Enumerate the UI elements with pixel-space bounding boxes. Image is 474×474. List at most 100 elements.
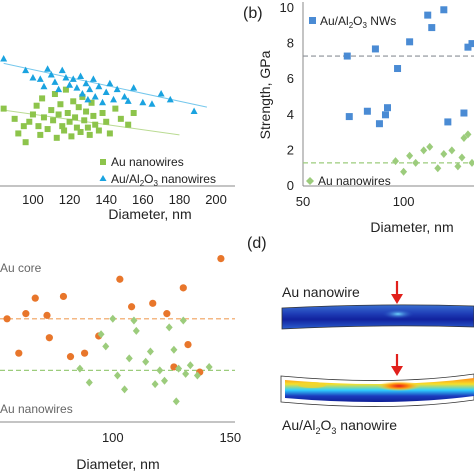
point-b-s0-4 <box>375 120 383 128</box>
point-a-s1-27 <box>121 92 129 100</box>
point-a-s0-7 <box>33 102 40 109</box>
point-b-s1-11 <box>460 133 468 142</box>
point-c-s0-4 <box>43 311 51 319</box>
point-a-s1-7 <box>51 78 59 85</box>
point-c-s1-0 <box>76 364 84 373</box>
point-c-s1-19 <box>179 316 187 325</box>
panel-c-ticks: 100 150 <box>102 430 241 445</box>
point-b-s0-14 <box>464 43 472 51</box>
point-b-s0-2 <box>363 107 371 115</box>
panel-b: (b) 50 100 0 2 4 6 8 10 Strength, GPa Diameter,… <box>243 0 474 235</box>
panel-a: 100 120 140 160 180 200 Diameter, nm Au nanow… <box>0 54 235 222</box>
point-b-s1-12 <box>464 130 472 139</box>
point-a-s0-6 <box>29 111 36 118</box>
point-c-s0-1 <box>15 349 23 357</box>
point-c-s1-3 <box>102 342 110 351</box>
point-a-s0-34 <box>86 131 93 138</box>
point-b-s1-2 <box>406 151 414 160</box>
point-c-s1-14 <box>161 376 168 385</box>
nanowire-aual2o3-simulation <box>280 373 474 407</box>
point-c-s0-6 <box>59 292 68 301</box>
point-a-s0-29 <box>77 128 84 135</box>
point-a-s0-45 <box>130 110 137 116</box>
panel-b-reference-lines <box>303 55 474 164</box>
point-c-s1-8 <box>130 316 138 325</box>
point-a-s0-42 <box>112 105 119 112</box>
point-b-s1-9 <box>454 162 462 171</box>
point-c-s1-13 <box>156 366 164 375</box>
panel-c-reference-lines <box>0 318 235 371</box>
point-a-s0-37 <box>92 121 99 128</box>
point-b-s0-6 <box>383 104 391 112</box>
point-a-s0-41 <box>106 130 113 137</box>
panel-c-points <box>3 255 225 406</box>
point-c-s1-23 <box>205 362 213 371</box>
panel-b-x-tick-50: 50 <box>296 194 310 209</box>
point-a-s0-2 <box>15 130 22 137</box>
panel-a-points <box>0 54 198 146</box>
point-a-s1-32 <box>157 90 165 97</box>
point-a-s0-44 <box>125 121 132 128</box>
point-a-s0-39 <box>99 110 106 116</box>
point-a-s1-26 <box>113 85 121 93</box>
legend-aual-label: Au/Al2O3 nanowires <box>111 172 216 188</box>
point-c-s1-10 <box>142 357 150 366</box>
legend-nws-label: Au/Al2O3 NWs <box>320 14 396 30</box>
legend-au-diamond <box>306 177 314 185</box>
point-a-s1-15 <box>78 90 86 97</box>
panel-b-legend: Au/Al2O3 NWs Au nanowires <box>306 14 396 188</box>
point-a-s1-25 <box>110 95 118 103</box>
point-a-s0-9 <box>37 131 44 138</box>
point-a-s0-31 <box>81 117 88 124</box>
point-a-s0-15 <box>51 91 58 98</box>
point-c-s1-11 <box>146 347 154 356</box>
panel-a-x-ticks: 100 120 140 160 180 200 <box>22 192 227 207</box>
point-b-s1-13 <box>468 158 474 167</box>
legend-au-label: Au nanowires <box>111 155 184 169</box>
point-a-s1-30 <box>139 98 147 106</box>
point-b-s1-8 <box>448 146 456 155</box>
point-b-s0-11 <box>440 6 448 14</box>
point-a-s0-8 <box>35 123 42 130</box>
point-c-s1-4 <box>109 314 117 323</box>
point-a-s1-34 <box>190 107 198 115</box>
point-b-s0-15 <box>468 40 474 48</box>
point-c-s0-15 <box>179 284 187 292</box>
point-c-s0-18 <box>217 255 225 263</box>
point-a-s0-30 <box>79 93 86 100</box>
point-a-s0-26 <box>72 114 79 121</box>
point-c-s1-20 <box>182 369 190 378</box>
point-a-s0-23 <box>66 118 73 125</box>
panel-c-x-tick-150: 150 <box>219 430 241 445</box>
point-c-s1-9 <box>132 326 140 335</box>
point-b-s0-9 <box>424 11 432 19</box>
legend-aual-marker <box>99 175 107 181</box>
point-b-s0-12 <box>444 118 452 126</box>
point-a-s1-10 <box>62 73 70 81</box>
point-c-s1-5 <box>114 371 121 380</box>
panel-d-letter: (d) <box>247 235 267 252</box>
point-a-s0-5 <box>26 118 33 125</box>
point-c-s1-7 <box>125 354 133 363</box>
point-a-s1-5 <box>44 65 52 72</box>
point-c-s1-2 <box>97 330 105 339</box>
point-a-s1-0 <box>0 54 8 62</box>
point-c-s1-16 <box>170 345 178 354</box>
point-c-s0-16 <box>184 341 192 349</box>
point-b-s1-0 <box>392 157 400 166</box>
point-b-s1-10 <box>458 153 466 162</box>
point-c-s0-11 <box>128 303 136 311</box>
panel-b-y-tick-6: 6 <box>287 71 294 86</box>
point-a-s1-6 <box>47 71 55 78</box>
point-b-s1-3 <box>412 158 420 167</box>
panel-a-x-tick-180: 180 <box>169 192 191 207</box>
point-a-s1-18 <box>86 85 94 93</box>
point-b-s0-8 <box>406 38 414 46</box>
point-a-s1-22 <box>99 98 107 106</box>
panel-c-x-tick-100: 100 <box>102 430 124 445</box>
point-a-s1-14 <box>77 72 85 79</box>
point-a-s0-20 <box>61 127 68 134</box>
point-a-s1-12 <box>69 75 77 82</box>
point-a-s0-22 <box>64 110 71 116</box>
